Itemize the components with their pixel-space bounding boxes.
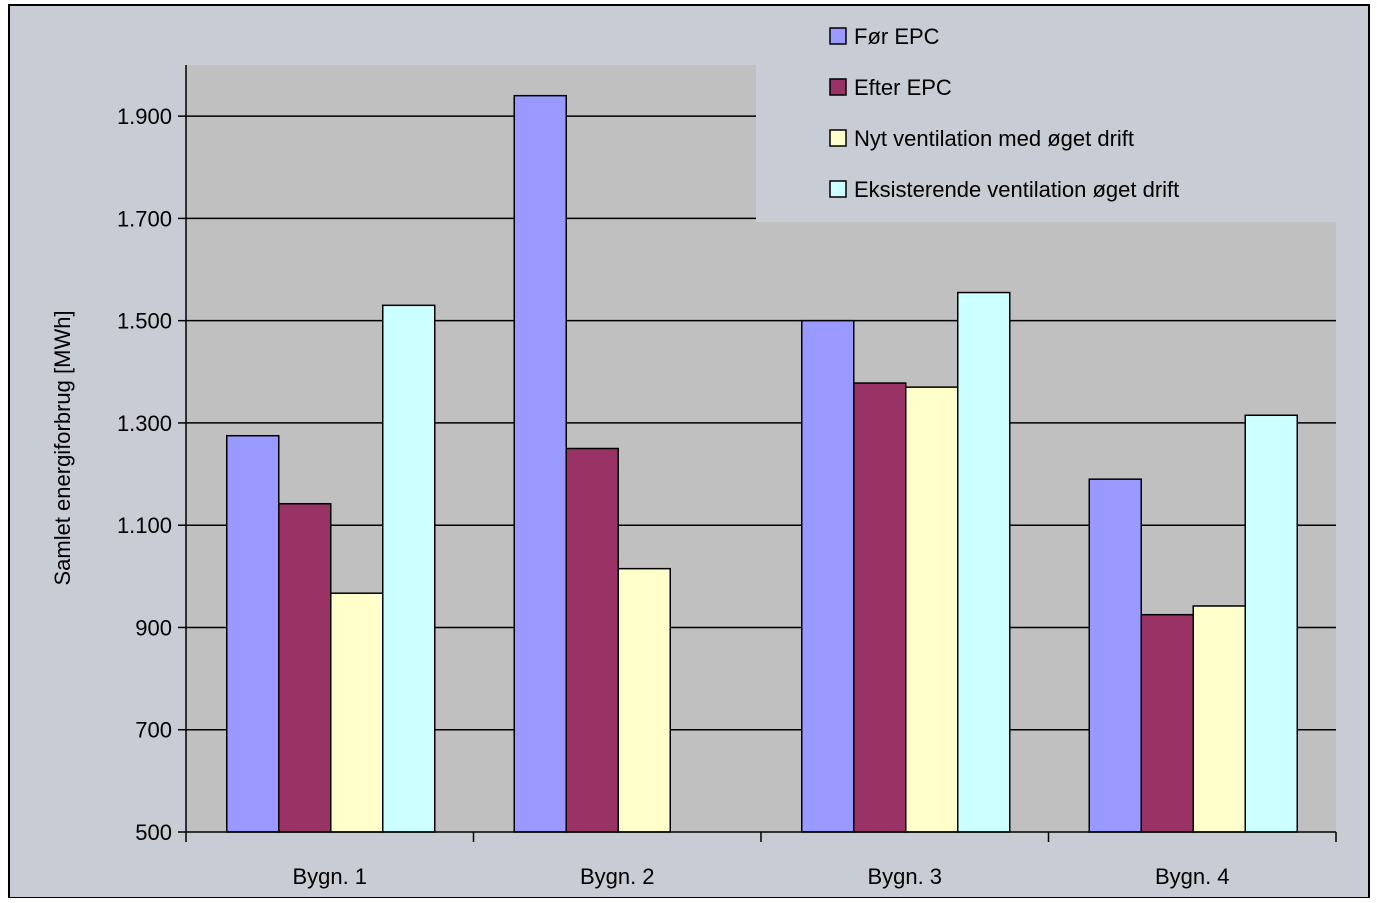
bar <box>1244 414 1298 833</box>
bar <box>278 502 332 833</box>
legend-swatch <box>829 129 847 147</box>
y-tick-label: 1.100 <box>117 513 172 538</box>
y-tick-label: 500 <box>135 820 172 845</box>
bar <box>957 291 1011 833</box>
y-tick-label: 1.300 <box>117 411 172 436</box>
legend-swatch <box>829 180 847 198</box>
x-tick-label: Bygn. 4 <box>1155 864 1230 889</box>
legend-swatch <box>829 27 847 45</box>
legend-box <box>756 8 1336 222</box>
bar <box>617 567 671 833</box>
legend-label: Efter EPC <box>854 75 952 100</box>
bar <box>1192 605 1246 833</box>
y-axis-title: Samlet energiforbrug [MWh] <box>50 310 75 585</box>
legend-label: Eksisterende ventilation øget drift <box>854 177 1179 202</box>
bar <box>801 319 855 833</box>
legend-swatch <box>829 78 847 96</box>
bar <box>1088 478 1142 833</box>
y-tick-label: 1.500 <box>117 309 172 334</box>
legend-label: Før EPC <box>854 24 940 49</box>
bar <box>905 386 959 833</box>
y-tick-label: 1.900 <box>117 104 172 129</box>
x-tick-label: Bygn. 2 <box>580 864 655 889</box>
legend-label: Nyt ventilation med øget drift <box>854 126 1134 151</box>
x-tick-label: Bygn. 1 <box>292 864 367 889</box>
bar <box>330 592 384 833</box>
bar <box>513 94 567 833</box>
y-tick-label: 700 <box>135 718 172 743</box>
y-tick-label: 900 <box>135 615 172 640</box>
bar <box>853 382 907 833</box>
y-tick-label: 1.700 <box>117 206 172 231</box>
legend: Før EPC Efter EPC Nyt ventilation med øget… <box>756 8 1336 222</box>
axes: 500 700 900 1.100 1.300 1.500 1.700 1.900 Bygn. … <box>117 65 1337 889</box>
bar <box>565 447 619 833</box>
bar <box>382 304 436 833</box>
bar <box>226 434 280 833</box>
x-tick-label: Bygn. 3 <box>867 864 942 889</box>
bar <box>1140 613 1194 833</box>
